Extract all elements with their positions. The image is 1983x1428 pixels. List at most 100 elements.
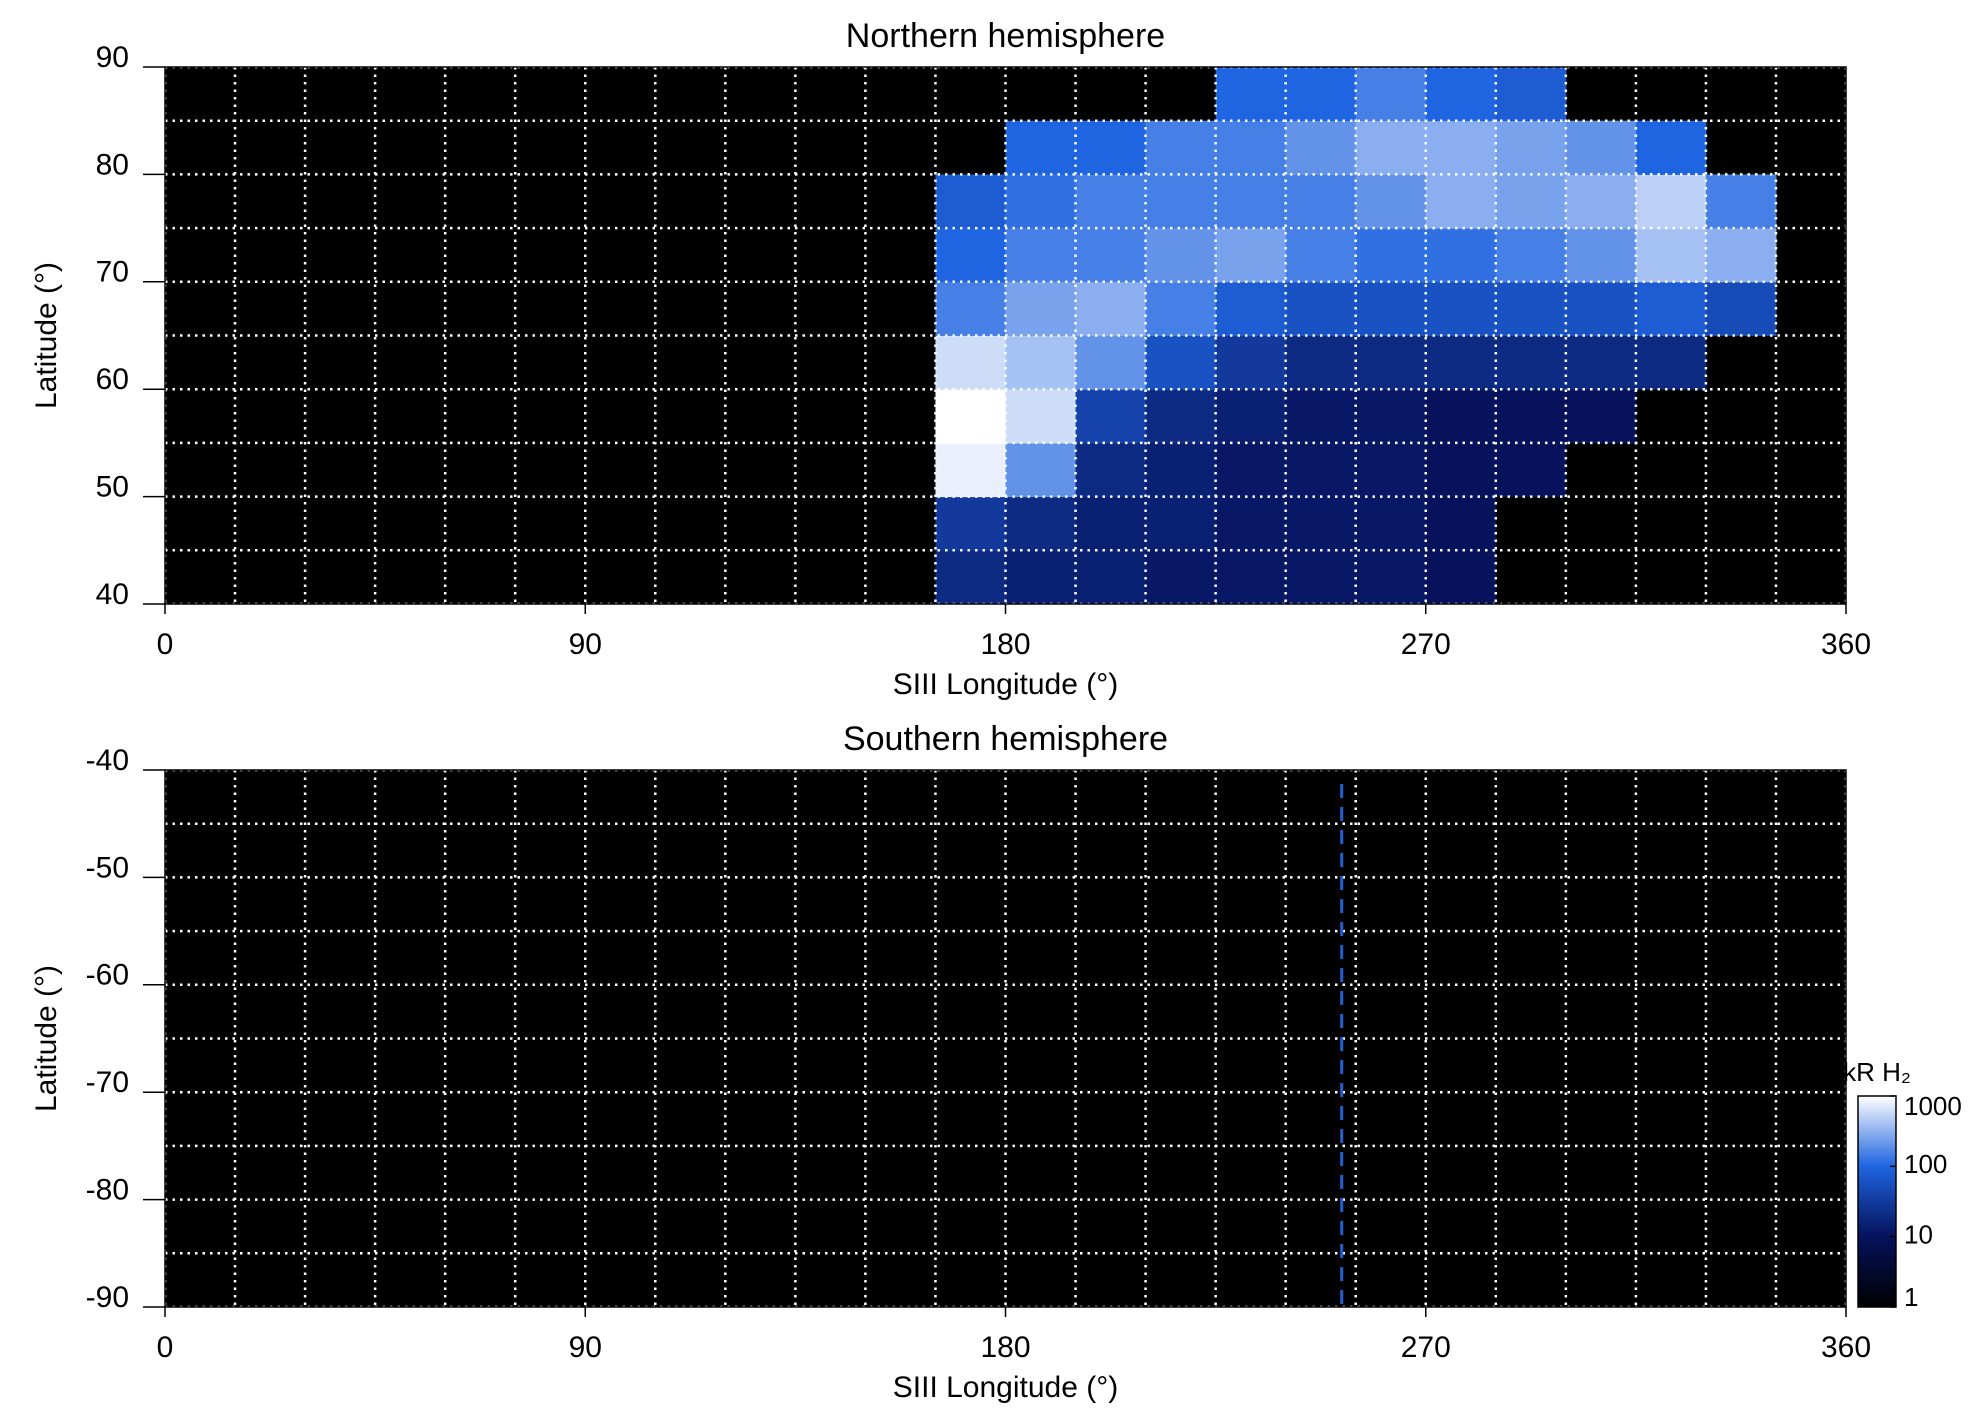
heatmap-cell (1075, 389, 1147, 444)
colorbar-tick-label: 1000 (1904, 1091, 1962, 1121)
heatmap-cell (1425, 389, 1497, 444)
heatmap-cell (1355, 550, 1427, 605)
y-tick-label: -40 (86, 744, 129, 777)
heatmap-cell (1145, 228, 1217, 283)
heatmap-cell (1215, 228, 1287, 283)
heatmap-cell (1215, 120, 1287, 175)
heatmap-cell (1005, 550, 1077, 605)
y-tick-label: 70 (96, 256, 129, 289)
heatmap-cell (1075, 335, 1147, 390)
heatmap-cell (935, 550, 1006, 605)
heatmap-cell (1215, 335, 1287, 390)
x-tick-label: 0 (157, 628, 174, 661)
heatmap-cell (1425, 120, 1497, 175)
heatmap-cell (1635, 228, 1707, 283)
heatmap-cell (1495, 67, 1567, 122)
heatmap-cell (1495, 120, 1567, 175)
y-tick-label: 90 (96, 41, 129, 74)
heatmap-cell (1565, 120, 1637, 175)
heatmap-cell (1005, 281, 1077, 336)
heatmap-cell (935, 389, 1006, 444)
heatmap-cell (1355, 281, 1427, 336)
heatmap-cell (1145, 389, 1217, 444)
heatmap-cell (1075, 442, 1147, 498)
chart-title: Southern hemisphere (843, 720, 1168, 758)
heatmap-cell (1705, 174, 1777, 229)
colorbar (1857, 1095, 1897, 1308)
heatmap-cell (935, 335, 1006, 390)
colorbar-tick-label: 100 (1904, 1149, 1947, 1179)
heatmap-cell (1285, 281, 1357, 336)
y-tick-label: 60 (96, 363, 129, 396)
heatmap-cell (1285, 120, 1357, 175)
y-tick-label: -80 (86, 1174, 129, 1207)
heatmap-cell (1145, 174, 1217, 229)
heatmap-cell (1705, 281, 1777, 336)
heatmap-cell (1565, 281, 1637, 336)
y-tick-label: -60 (86, 959, 129, 992)
heatmap-cell (1705, 228, 1777, 283)
colorbar-label: kR H₂ (1843, 1057, 1911, 1087)
heatmap-cell (1425, 67, 1497, 122)
heatmap-cell (1425, 442, 1497, 498)
colorbar-tick-label: 1 (1904, 1282, 1918, 1312)
heatmap-cell (1495, 228, 1567, 283)
heatmap-cell (1355, 174, 1427, 229)
heatmap-cell (1355, 228, 1427, 283)
heatmap-cell (1285, 442, 1357, 498)
heatmap-cell (1145, 120, 1217, 175)
heatmap-cell (1425, 550, 1497, 605)
y-tick-label: 80 (96, 148, 129, 181)
heatmap-cell (1005, 228, 1077, 283)
heatmap-cell (1495, 442, 1567, 498)
heatmap-cell (935, 228, 1006, 283)
heatmap-cell (1495, 335, 1567, 390)
heatmap-cell (1145, 442, 1217, 498)
heatmap-cell (935, 174, 1006, 229)
heatmap-cell (1215, 496, 1287, 551)
heatmap-cell (1005, 389, 1077, 444)
heatmap-cell (1565, 174, 1637, 229)
heatmap-cell (1075, 228, 1147, 283)
heatmap-cell (1635, 174, 1707, 229)
heatmap-cell (1075, 120, 1147, 175)
heatmap-cell (1635, 281, 1707, 336)
heatmap-cell (1565, 228, 1637, 283)
heatmap-cell (1005, 442, 1077, 498)
heatmap-cell (1565, 335, 1637, 390)
heatmap-cell (1285, 389, 1357, 444)
heatmap-cell (1075, 496, 1147, 551)
heatmap-cell (1495, 281, 1567, 336)
heatmap-cell (1495, 174, 1567, 229)
heatmap-cell (1075, 174, 1147, 229)
chart-title: Northern hemisphere (846, 17, 1165, 55)
heatmap-cell (1145, 281, 1217, 336)
x-tick-label: 180 (980, 1331, 1030, 1364)
heatmap-cell (1215, 281, 1287, 336)
heatmap-cell (1285, 335, 1357, 390)
heatmap-cell (1005, 335, 1077, 390)
y-tick-label: -90 (86, 1281, 129, 1314)
heatmap-cell (935, 496, 1006, 551)
heatmap-cell (1635, 335, 1707, 390)
heatmap-cell (1635, 120, 1707, 175)
heatmap-cell (1355, 442, 1427, 498)
x-tick-label: 90 (569, 628, 602, 661)
x-axis-label: SIII Longitude (°) (893, 668, 1118, 701)
heatmap-cell (1355, 389, 1427, 444)
heatmap-cell (1215, 67, 1287, 122)
heatmap-cell (1425, 496, 1497, 551)
heatmap-cell (1285, 228, 1357, 283)
y-tick-label: -70 (86, 1066, 129, 1099)
heatmap-cell (935, 281, 1006, 336)
heatmap-cell (1145, 550, 1217, 605)
heatmap-cell (1215, 550, 1287, 605)
heatmap-cell (935, 442, 1006, 498)
heatmap-cell (1005, 120, 1077, 175)
y-axis-label: Latitude (°) (30, 262, 63, 409)
x-tick-label: 360 (1821, 1331, 1871, 1364)
heatmap-cell (1425, 281, 1497, 336)
heatmap-cell (1355, 67, 1427, 122)
x-tick-label: 270 (1401, 1331, 1451, 1364)
